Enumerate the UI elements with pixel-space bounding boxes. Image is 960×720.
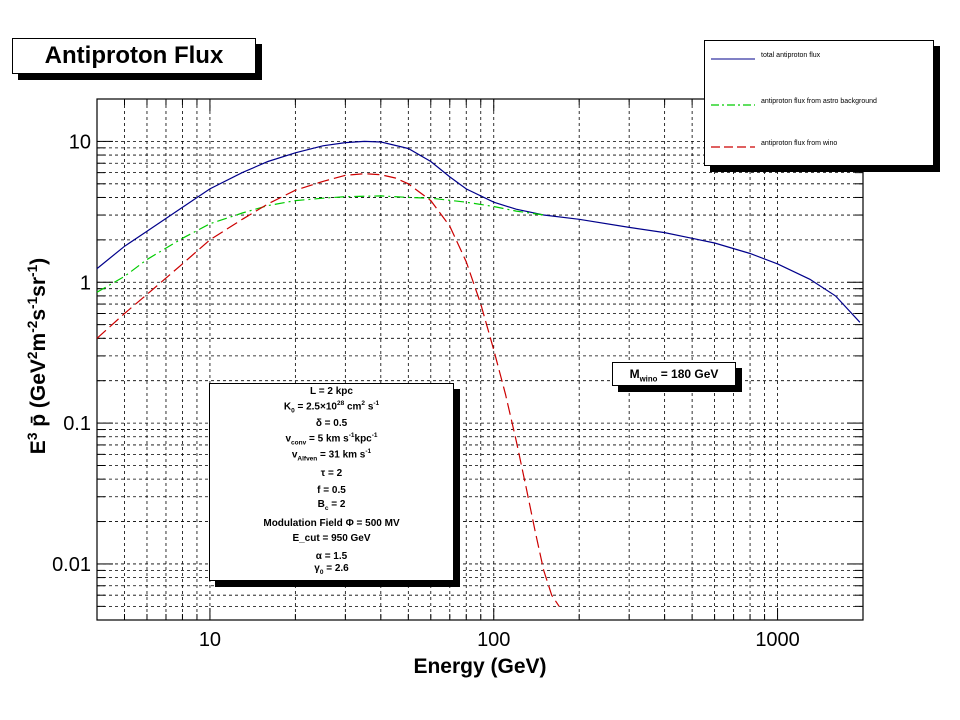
param-vconv: vconv = 5 km s-1kpc-1: [285, 432, 378, 447]
legend-label-total: total antiproton flux: [761, 52, 821, 59]
param-alpha: α = 1.5: [315, 551, 348, 562]
mass-value: = 180 GeV: [657, 367, 719, 381]
y-tick-label: 0.01: [52, 554, 91, 576]
y-tick-label: 10: [69, 131, 91, 153]
x-tick-label: 100: [477, 629, 510, 651]
param-tau: τ = 2: [320, 468, 343, 479]
legend-entry-wino: antiproton flux from wino: [705, 137, 933, 157]
param-K0: K0 = 2.5×1028 cm2 s-1: [283, 400, 380, 415]
series-wino-line: [96, 173, 560, 607]
legend: total antiproton flux antiproton flux fr…: [704, 40, 934, 166]
chart-title: Antiproton Flux: [44, 42, 224, 69]
x-axis-label: Energy (GeV): [413, 655, 546, 678]
parameters-box: L = 2 kpc K0 = 2.5×1028 cm2 s-1 δ = 0.5 …: [209, 383, 454, 581]
param-gamma: γ0 = 2.6: [314, 563, 349, 576]
legend-entry-background: antiproton flux from astro background: [705, 95, 933, 115]
series-background-line: [96, 195, 544, 293]
chart-title-box: Antiproton Flux: [12, 38, 256, 74]
x-tick-label: 1000: [755, 629, 800, 651]
y-tick-label: 0.1: [63, 413, 91, 435]
mass-subscript: wino: [639, 374, 658, 384]
legend-entry-total: total antiproton flux: [705, 49, 933, 69]
param-ecut: E_cut = 950 GeV: [292, 533, 371, 544]
x-tick-label: 10: [199, 629, 221, 651]
legend-label-background: antiproton flux from astro background: [761, 98, 877, 105]
param-f: f = 0.5: [317, 485, 346, 496]
series-total-line: [96, 140, 861, 323]
param-Bc: Bc = 2: [317, 499, 346, 512]
legend-label-wino: antiproton flux from wino: [761, 140, 838, 147]
param-delta: δ = 0.5: [315, 418, 348, 429]
y-tick-label: 1: [80, 272, 91, 294]
param-valfven: vAlfven = 31 km s-1: [291, 448, 372, 463]
param-L: L = 2 kpc: [310, 386, 353, 397]
param-modulation: Modulation Field Φ = 500 MV: [263, 518, 400, 529]
mass-symbol: M: [629, 367, 640, 381]
wino-mass-annotation: Mwino = 180 GeV: [612, 362, 736, 386]
y-axis-label: E3 p̄ (GeV2m-2s-1sr-1): [25, 257, 50, 455]
